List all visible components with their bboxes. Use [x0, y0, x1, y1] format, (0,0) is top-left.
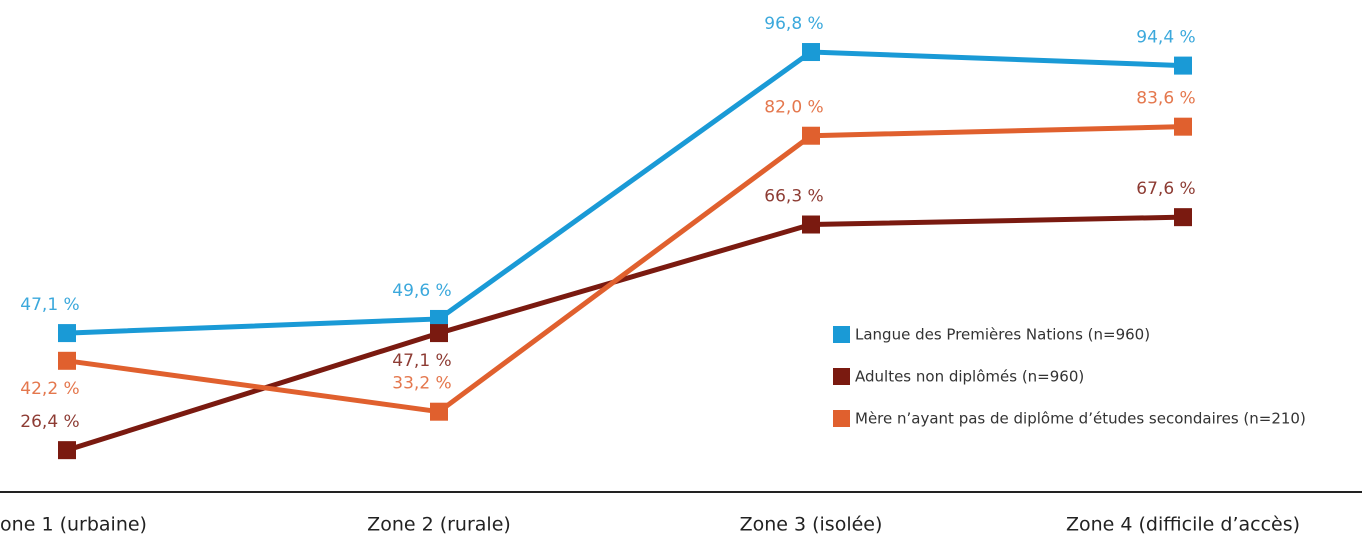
legend-swatch: [833, 368, 850, 385]
marker: [430, 324, 448, 343]
x-tick-label: Zone 1 (urbaine): [0, 514, 147, 536]
value-label: 83,6 %: [1136, 89, 1195, 109]
value-label: 94,4 %: [1136, 28, 1195, 48]
value-label: 49,6 %: [392, 281, 451, 301]
marker: [802, 126, 820, 145]
legend-label: Langue des Premières Nations (n=960): [855, 326, 1150, 344]
value-label: 67,6 %: [1136, 179, 1195, 199]
marker: [802, 215, 820, 234]
marker: [1174, 56, 1192, 75]
marker: [430, 309, 448, 328]
legend-swatch: [833, 410, 850, 427]
marker: [1174, 208, 1192, 227]
legend-label: Mère n’ayant pas de diplôme d’études sec…: [855, 410, 1306, 428]
value-label: 96,8 %: [764, 14, 823, 34]
x-tick-label: Zone 2 (rurale): [367, 514, 511, 536]
legend-swatch: [833, 326, 850, 343]
value-label: 82,0 %: [764, 98, 823, 118]
value-label: 42,2 %: [20, 379, 79, 399]
x-tick-label: Zone 3 (isolée): [740, 514, 883, 536]
marker: [58, 324, 76, 343]
series-line: [66, 214, 1184, 453]
marker: [430, 402, 448, 421]
value-label: 47,1 %: [20, 295, 79, 315]
value-label: 26,4 %: [20, 412, 79, 432]
value-label: 47,1 %: [392, 351, 451, 371]
value-label: 66,3 %: [764, 187, 823, 207]
marker: [1174, 117, 1192, 136]
marker: [58, 351, 76, 370]
marker: [58, 441, 76, 460]
x-tick-label: Zone 4 (difficile d’accès): [1066, 514, 1300, 536]
value-label: 33,2 %: [392, 374, 451, 394]
series-line: [66, 49, 1184, 336]
marker: [802, 43, 820, 62]
legend-label: Adultes non diplômés (n=960): [855, 368, 1084, 386]
series-line: [66, 124, 1184, 415]
